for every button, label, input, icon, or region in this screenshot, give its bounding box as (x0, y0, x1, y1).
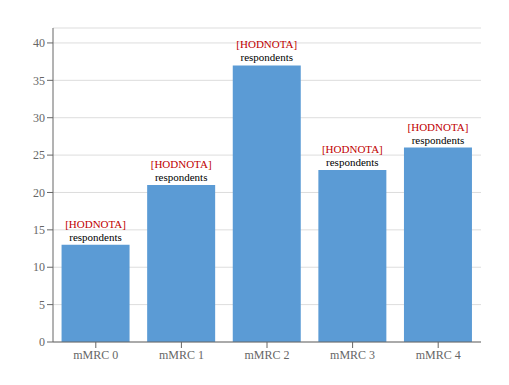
svg-text:mMRC 2: mMRC 2 (244, 348, 289, 362)
svg-text:mMRC 4: mMRC 4 (416, 348, 461, 362)
svg-text:respondents: respondents (326, 156, 379, 168)
svg-text:40: 40 (33, 36, 45, 50)
svg-text:10: 10 (33, 260, 45, 274)
svg-text:respondents: respondents (69, 231, 122, 243)
svg-text:35: 35 (33, 74, 45, 88)
svg-text:respondents: respondents (155, 171, 208, 183)
svg-text:30: 30 (33, 111, 45, 125)
svg-text:[HODNOTA]: [HODNOTA] (151, 158, 212, 170)
svg-text:20: 20 (33, 186, 45, 200)
svg-text:15: 15 (33, 223, 45, 237)
svg-text:respondents: respondents (240, 51, 293, 63)
svg-text:25: 25 (33, 148, 45, 162)
svg-text:respondents: respondents (412, 134, 465, 146)
svg-text:[HODNOTA]: [HODNOTA] (236, 38, 297, 50)
svg-text:[HODNOTA]: [HODNOTA] (408, 121, 469, 133)
svg-text:0: 0 (39, 335, 45, 349)
svg-text:[HODNOTA]: [HODNOTA] (65, 218, 126, 230)
svg-text:mMRC 0: mMRC 0 (73, 348, 118, 362)
svg-text:5: 5 (39, 298, 45, 312)
svg-text:mMRC 3: mMRC 3 (330, 348, 375, 362)
svg-text:[HODNOTA]: [HODNOTA] (322, 143, 383, 155)
svg-text:mMRC 1: mMRC 1 (159, 348, 204, 362)
